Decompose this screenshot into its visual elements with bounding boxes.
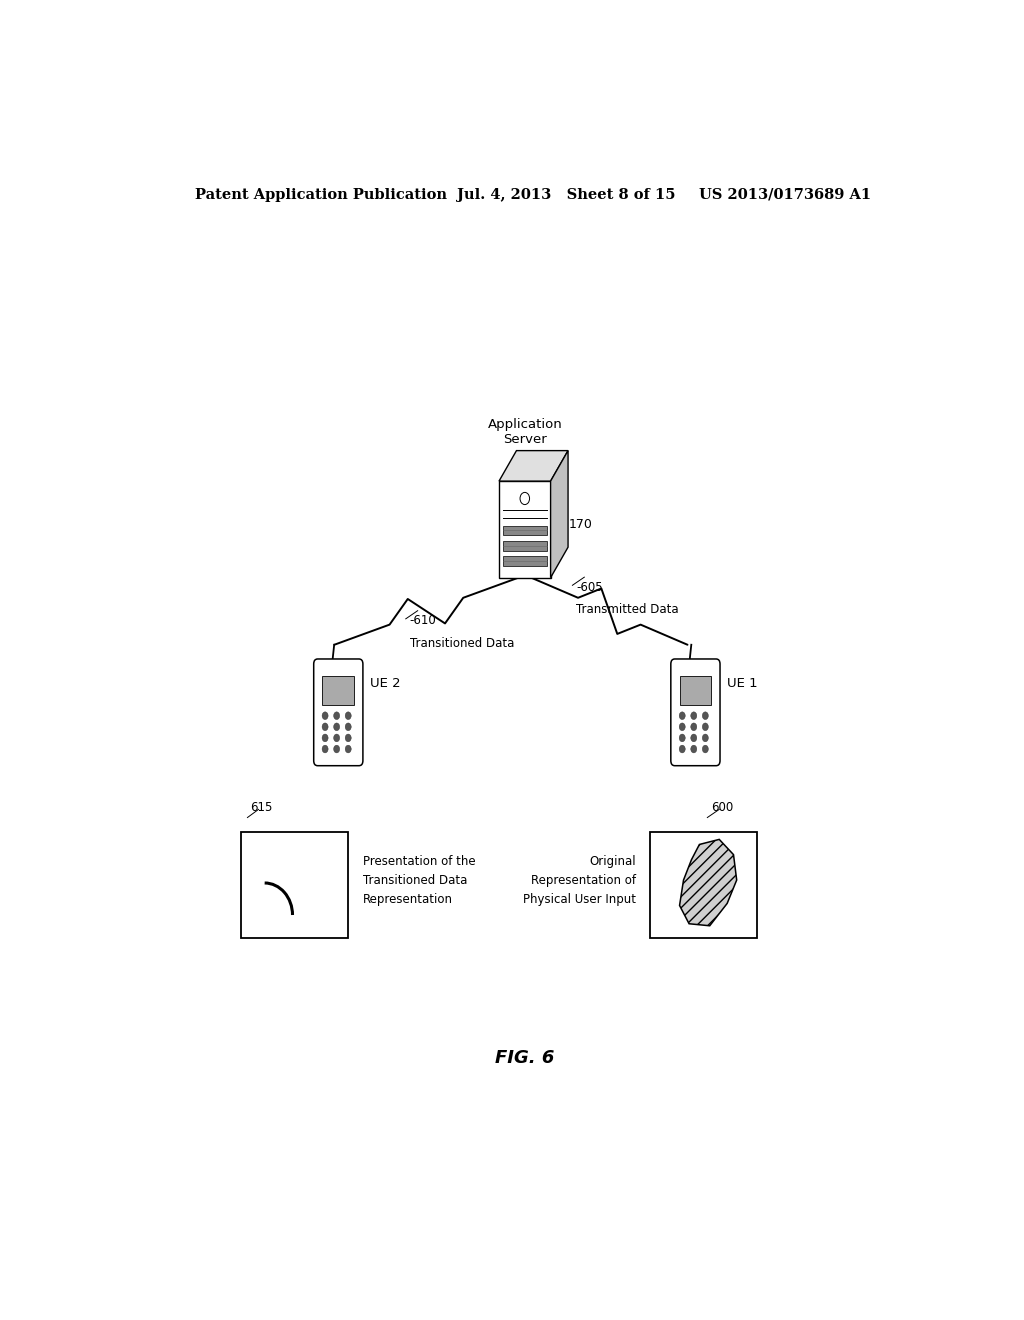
Text: Transitioned Data: Transitioned Data — [410, 636, 514, 649]
FancyBboxPatch shape — [671, 659, 720, 766]
Text: Jul. 4, 2013   Sheet 8 of 15: Jul. 4, 2013 Sheet 8 of 15 — [458, 187, 676, 202]
Circle shape — [679, 711, 685, 719]
Circle shape — [345, 711, 351, 719]
Bar — [323, 676, 354, 705]
Text: FIG. 6: FIG. 6 — [496, 1049, 554, 1067]
Circle shape — [679, 734, 685, 742]
Circle shape — [702, 711, 709, 719]
Circle shape — [334, 734, 340, 742]
Text: US 2013/0173689 A1: US 2013/0173689 A1 — [699, 187, 871, 202]
Circle shape — [345, 723, 351, 731]
Polygon shape — [499, 480, 551, 578]
Circle shape — [334, 711, 340, 719]
Bar — [650, 832, 757, 939]
Text: 615: 615 — [251, 801, 273, 814]
Circle shape — [691, 746, 696, 752]
Circle shape — [323, 734, 328, 742]
Bar — [503, 541, 547, 550]
Text: -610: -610 — [410, 614, 436, 627]
Circle shape — [702, 746, 709, 752]
FancyBboxPatch shape — [313, 659, 362, 766]
Text: Application
Server: Application Server — [487, 417, 562, 446]
Text: 600: 600 — [712, 801, 733, 814]
Circle shape — [334, 746, 340, 752]
Text: Original
Representation of
Physical User Input: Original Representation of Physical User… — [522, 854, 636, 906]
Circle shape — [702, 723, 709, 731]
Circle shape — [323, 723, 328, 731]
Circle shape — [691, 711, 696, 719]
Bar — [241, 832, 348, 939]
Text: -605: -605 — [577, 581, 603, 594]
Text: UE 2: UE 2 — [370, 677, 400, 690]
Circle shape — [345, 734, 351, 742]
Text: UE 1: UE 1 — [727, 677, 758, 690]
Circle shape — [520, 492, 529, 504]
Bar — [503, 525, 547, 535]
Text: Transmitted Data: Transmitted Data — [577, 603, 679, 616]
Text: 170: 170 — [568, 517, 592, 531]
Circle shape — [345, 746, 351, 752]
Polygon shape — [499, 450, 568, 480]
Circle shape — [691, 734, 696, 742]
Polygon shape — [551, 450, 568, 578]
Bar — [503, 557, 547, 566]
Circle shape — [702, 734, 709, 742]
Circle shape — [334, 723, 340, 731]
Circle shape — [323, 711, 328, 719]
Bar — [680, 676, 712, 705]
Circle shape — [679, 746, 685, 752]
Circle shape — [323, 746, 328, 752]
Text: Patent Application Publication: Patent Application Publication — [196, 187, 447, 202]
Circle shape — [691, 723, 696, 731]
Polygon shape — [680, 840, 736, 925]
Text: Presentation of the
Transitioned Data
Representation: Presentation of the Transitioned Data Re… — [362, 854, 475, 906]
Circle shape — [679, 723, 685, 731]
